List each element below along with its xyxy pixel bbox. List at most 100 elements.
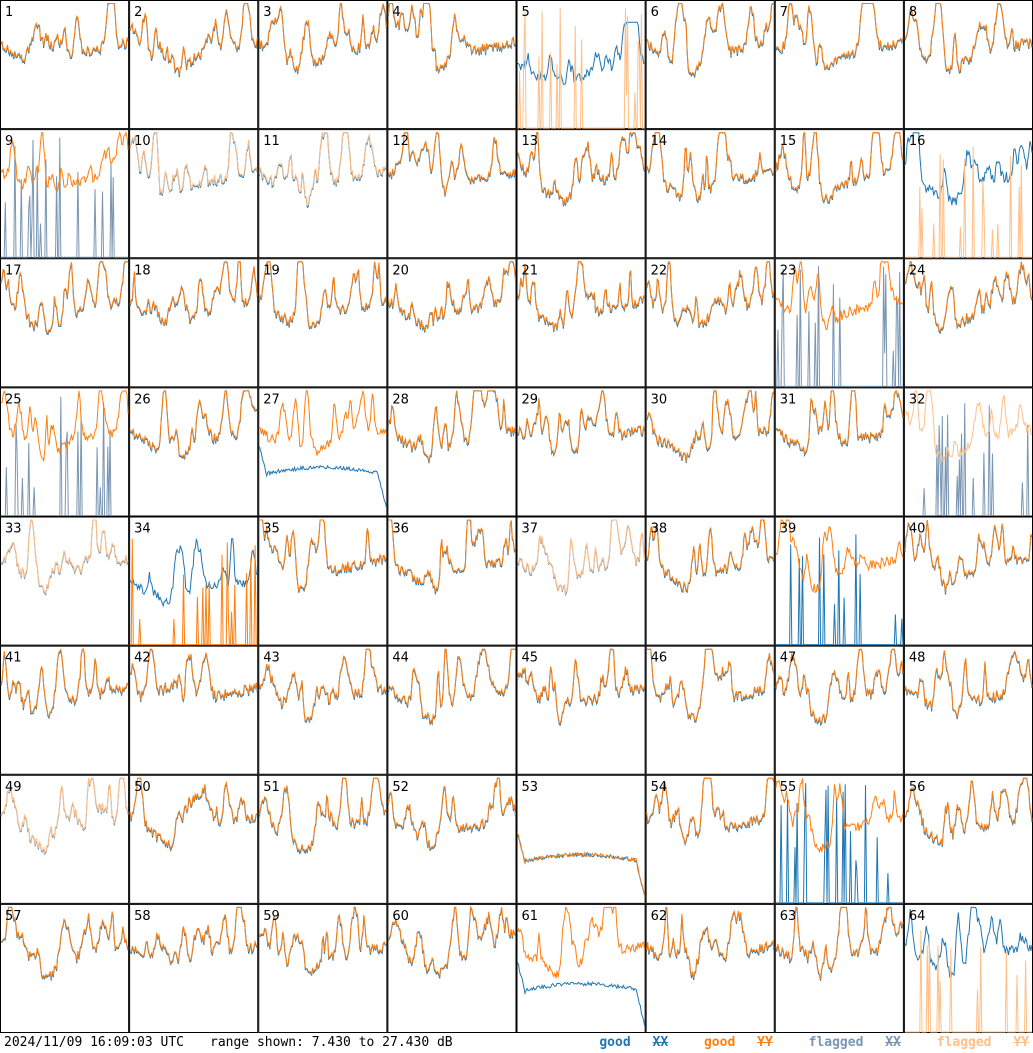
panel-62-label: 62 <box>651 909 668 924</box>
panel-34-yy-line <box>130 538 258 646</box>
panel-5-yy-line <box>517 7 645 129</box>
panel-4-label: 4 <box>392 5 400 20</box>
panel-57-frame <box>0 903 130 1033</box>
panel-3-frame <box>258 0 388 130</box>
panel-3-label: 3 <box>263 5 271 20</box>
panel-23-yy-line <box>775 260 904 330</box>
panel-8-frame <box>903 0 1033 130</box>
panel-55-label: 55 <box>780 780 797 795</box>
panel-33-label: 33 <box>5 522 22 537</box>
panel-56-label: 56 <box>909 780 926 795</box>
panel-50-yy-line <box>129 777 258 851</box>
panel-29-label: 29 <box>522 392 539 407</box>
panel-26-yy-line <box>129 390 258 460</box>
panel-28-frame <box>387 387 517 517</box>
panel-20-yy-line <box>387 261 516 331</box>
panel-41-frame <box>0 645 130 775</box>
panel-8-label: 8 <box>909 5 917 20</box>
panel-38-frame <box>645 516 775 646</box>
panel-15-yy-line <box>775 131 904 203</box>
panel-6-label: 6 <box>651 5 659 20</box>
panel-7-label: 7 <box>780 5 788 20</box>
panel-33-yy-line <box>0 519 129 594</box>
panel-35-yy-line <box>259 519 387 592</box>
panel-31-label: 31 <box>780 392 797 407</box>
panel-60-yy-line <box>387 906 516 977</box>
panel-39-yy-line <box>775 519 904 593</box>
panel-24-label: 24 <box>909 263 926 278</box>
panel-3-yy-line <box>258 3 387 73</box>
panel-51-label: 51 <box>263 780 280 795</box>
panel-31-frame <box>774 387 904 517</box>
legend-good-yy-word: good <box>703 1035 736 1050</box>
panel-27-xx-line <box>258 446 387 508</box>
panel-61-yy-line <box>517 906 646 979</box>
panel-9-label: 9 <box>5 134 13 149</box>
panel-32-xx-line <box>904 403 1032 516</box>
panel-51-frame <box>258 774 388 904</box>
panel-44-frame <box>387 645 517 775</box>
panel-50-label: 50 <box>134 780 151 795</box>
legend-good-xx-pol: XX <box>652 1035 669 1050</box>
panel-1-label: 1 <box>5 5 13 20</box>
panel-22-label: 22 <box>651 263 668 278</box>
panel-32-yy-line <box>904 390 1033 464</box>
panel-7-xx-line <box>775 3 904 71</box>
panel-48-label: 48 <box>909 651 926 666</box>
legend-flagged-yy-word: flagged <box>936 1035 992 1050</box>
legend-flagged-xx-pol: XX <box>885 1035 901 1050</box>
panel-9-yy-line <box>0 131 129 193</box>
panel-18-yy-line <box>129 261 258 327</box>
panel-60-label: 60 <box>392 909 409 924</box>
panel-25-label: 25 <box>5 392 22 407</box>
panel-1-yy-line <box>0 3 129 63</box>
panel-8-yy-line <box>904 3 1033 73</box>
legend: good XX good YY flagged XX flagged YY <box>571 1033 1029 1053</box>
panel-17-yy-line <box>0 261 129 334</box>
panel-11-label: 11 <box>263 134 280 149</box>
panel-62-yy-line <box>646 906 775 979</box>
panel-45-label: 45 <box>522 651 539 666</box>
panel-54-yy-line <box>646 777 775 845</box>
panel-42-label: 42 <box>134 651 151 666</box>
panel-27-label: 27 <box>263 392 280 407</box>
panel-64-label: 64 <box>909 909 926 924</box>
panel-38-label: 38 <box>651 522 668 537</box>
panel-10-label: 10 <box>134 134 151 149</box>
panel-45-frame <box>516 645 646 775</box>
timestamp: 2024/11/09 16:09:03 UTC <box>4 1035 185 1050</box>
panel-20-label: 20 <box>392 263 409 278</box>
panel-4-frame <box>387 0 517 130</box>
panel-21-frame <box>516 258 646 388</box>
panel-63-label: 63 <box>780 909 797 924</box>
panel-52-label: 52 <box>392 780 409 795</box>
panel-36-label: 36 <box>392 522 409 537</box>
panel-37-frame <box>516 516 646 646</box>
panel-4-yy-line <box>387 3 516 74</box>
panel-30-yy-line <box>646 390 775 462</box>
panel-16-yy-line <box>904 146 1032 258</box>
panel-15-frame <box>774 129 904 259</box>
panel-57-label: 57 <box>5 909 22 924</box>
panel-54-label: 54 <box>651 780 668 795</box>
panel-13-yy-line <box>517 132 646 205</box>
panel-21-label: 21 <box>522 263 539 278</box>
panel-55-xx-line <box>775 783 903 904</box>
panel-61-label: 61 <box>522 909 539 924</box>
panel-32-label: 32 <box>909 392 926 407</box>
panel-36-frame <box>387 516 517 646</box>
panel-46-frame <box>645 645 775 775</box>
panel-44-xx-line <box>387 648 516 726</box>
legend-good-yy-pol: YY <box>757 1035 773 1050</box>
panel-15-label: 15 <box>780 134 797 149</box>
panel-16-label: 16 <box>909 134 926 149</box>
panel-22-yy-line <box>646 260 775 327</box>
panel-46-yy-line <box>646 648 775 722</box>
panel-45-yy-line <box>517 648 646 725</box>
panel-23-label: 23 <box>780 263 797 278</box>
panel-25-yy-line <box>0 389 129 462</box>
panel-61-xx-line <box>517 962 646 1026</box>
panel-53-label: 53 <box>522 780 539 795</box>
panel-40-label: 40 <box>909 522 926 537</box>
